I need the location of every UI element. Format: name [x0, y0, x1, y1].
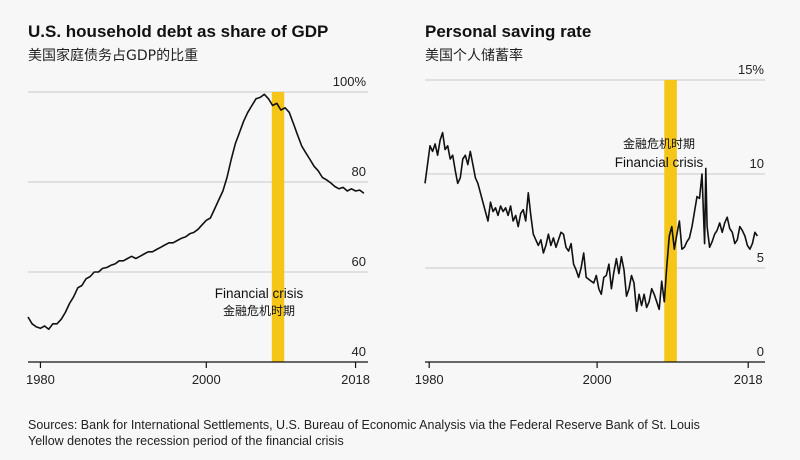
- gridlines: [28, 91, 368, 273]
- y-axis-tick-labels: 15% 10 5 0: [738, 62, 764, 359]
- crisis-annotation-label-cn: 金融危机时期: [623, 136, 695, 151]
- financial-crisis-band: [271, 92, 285, 362]
- x-tick-label: 2000: [583, 372, 612, 387]
- crisis-annotation-label-cn: 金融危机时期: [223, 303, 295, 318]
- saving-rate-line: [424, 131, 759, 312]
- sources-text: Sources: Bank for International Settleme…: [28, 418, 700, 432]
- x-axis: 1980 2000 2018: [26, 361, 370, 387]
- x-tick-label: 2018: [341, 372, 370, 387]
- y-axis-tick-labels: 100% 80 60 40: [333, 74, 367, 359]
- footnote-text: Yellow denotes the recession period of t…: [28, 434, 344, 448]
- y-tick-label: 5: [757, 250, 764, 265]
- chart-title: U.S. household debt as share of GDP: [28, 22, 328, 41]
- crisis-annotation-label: Financial crisis: [615, 155, 704, 170]
- chart-subtitle: 美国个人储蓄率: [425, 47, 523, 64]
- household-debt-chart: U.S. household debt as share of GDP 美国家庭…: [26, 22, 370, 387]
- household-debt-line: [27, 93, 365, 330]
- chart-subtitle: 美国家庭债务占GDP的比重: [28, 47, 198, 64]
- gridlines: [425, 79, 765, 269]
- y-tick-label: 100%: [333, 74, 367, 89]
- y-tick-label: 60: [352, 254, 366, 269]
- x-tick-label: 2000: [192, 372, 221, 387]
- x-tick-label: 1980: [415, 372, 444, 387]
- y-tick-label: 15%: [738, 62, 764, 77]
- financial-crisis-band: [664, 80, 677, 362]
- y-tick-label: 80: [352, 164, 366, 179]
- y-tick-label: 40: [352, 344, 366, 359]
- y-tick-label: 10: [750, 156, 764, 171]
- x-tick-label: 2018: [734, 372, 763, 387]
- x-axis: 1980 2000 2018: [415, 361, 765, 387]
- x-tick-label: 1980: [26, 372, 55, 387]
- saving-rate-chart: Personal saving rate 美国个人储蓄率 15% 10 5 0 198…: [415, 22, 765, 387]
- crisis-annotation-label: Financial crisis: [215, 286, 304, 301]
- chart-title: Personal saving rate: [425, 22, 591, 41]
- y-tick-label: 0: [757, 344, 764, 359]
